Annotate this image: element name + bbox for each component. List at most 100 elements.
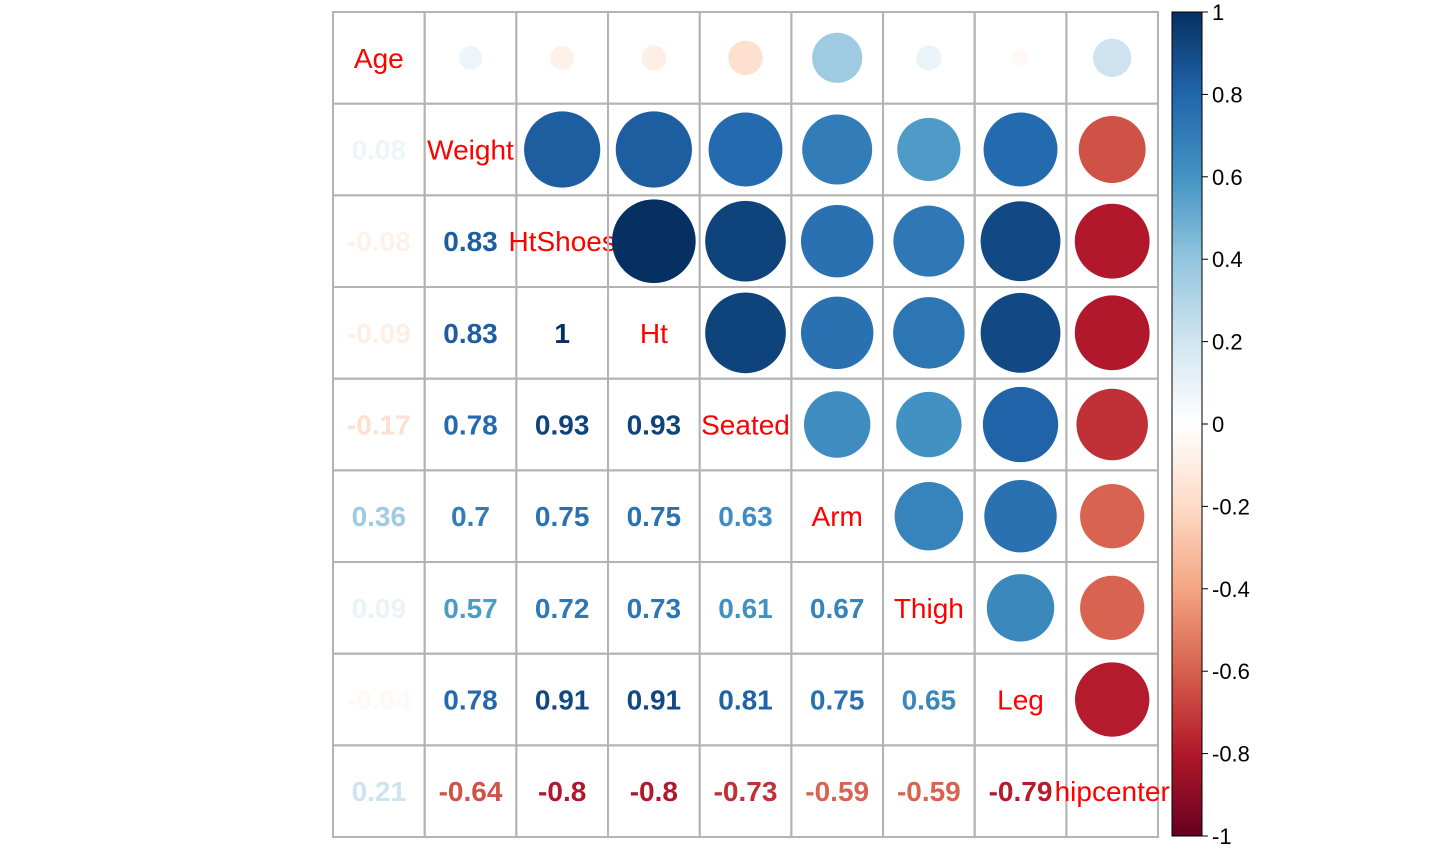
correlation-value: 0.83 <box>443 226 498 257</box>
color-scale-bar <box>1171 11 1203 837</box>
correlation-value: 0.72 <box>535 593 590 624</box>
correlation-circle <box>983 112 1058 187</box>
correlation-circle <box>893 205 965 277</box>
correlation-value: -0.59 <box>805 776 869 807</box>
variable-label: Arm <box>812 501 863 532</box>
correlation-value: 0.75 <box>535 501 590 532</box>
correlation-value: -0.04 <box>347 685 411 716</box>
cell-ht-htshoes: 1 <box>515 286 610 380</box>
cell-hipcenter-htshoes: -0.8 <box>515 744 610 839</box>
correlation-circle <box>896 391 962 458</box>
cell-hipcenter-hipcenter: hipcenter <box>1055 744 1170 839</box>
cell-seated-leg <box>973 377 1068 472</box>
cell-arm-ht: 0.75 <box>607 469 701 564</box>
cell-htshoes-age: -0.08 <box>332 194 426 289</box>
cell-htshoes-arm <box>790 194 885 289</box>
correlation-value: -0.73 <box>714 776 778 807</box>
cell-weight-weight: Weight <box>423 102 518 197</box>
correlation-circle <box>1076 388 1148 461</box>
correlation-circle <box>897 117 961 182</box>
correlation-circle <box>612 199 696 284</box>
cell-htshoes-ht <box>607 194 701 289</box>
correlation-value: 0.83 <box>443 318 498 349</box>
cell-weight-thigh <box>882 102 976 197</box>
variable-label: Leg <box>997 685 1044 716</box>
tick-label: -1 <box>1212 824 1232 849</box>
correlation-value: 0.21 <box>352 776 407 807</box>
color-scale-tick: -0.6 <box>1202 659 1250 684</box>
correlation-value: -0.79 <box>989 776 1053 807</box>
cell-thigh-leg <box>973 561 1068 655</box>
cell-thigh-htshoes: 0.72 <box>515 561 610 655</box>
color-scale-tick: 0.8 <box>1202 82 1243 107</box>
tick-label: 0.8 <box>1212 82 1243 107</box>
cell-htshoes-hipcenter <box>1065 194 1160 289</box>
color-scale-tick: -1 <box>1202 824 1232 849</box>
cell-age-thigh <box>882 11 976 105</box>
correlation-circle <box>980 201 1061 282</box>
correlation-circle <box>802 114 873 185</box>
correlation-value: 1 <box>554 318 570 349</box>
tick-label: -0.8 <box>1212 742 1250 767</box>
color-scale-tick: -0.2 <box>1202 494 1250 519</box>
correlation-circle <box>980 292 1061 373</box>
cell-weight-arm <box>790 102 885 197</box>
correlation-value: 0.63 <box>718 501 773 532</box>
tick-label: 0.6 <box>1212 165 1243 190</box>
cell-ht-hipcenter <box>1065 286 1160 380</box>
color-scale-tick: 1 <box>1202 0 1224 25</box>
correlation-circle <box>916 45 942 71</box>
variable-label: hipcenter <box>1055 776 1170 807</box>
correlation-value: 0.75 <box>627 501 682 532</box>
correlation-circle <box>615 111 692 188</box>
correlation-value: 0.08 <box>352 135 407 166</box>
cell-hipcenter-leg: -0.79 <box>973 744 1068 839</box>
cell-leg-htshoes: 0.91 <box>515 652 610 747</box>
cell-htshoes-htshoes: HtShoes <box>508 194 616 289</box>
color-scale-tick: -0.8 <box>1202 742 1250 767</box>
cell-thigh-arm: 0.67 <box>790 561 885 655</box>
cell-age-weight <box>423 11 518 105</box>
cell-arm-hipcenter <box>1065 469 1160 564</box>
correlation-circle <box>894 481 964 551</box>
cell-ht-thigh <box>882 286 976 380</box>
color-legend: -1 -0.8 -0.6 -0.4 -0.2 0 0.2 0.4 0.6 0.8 1 <box>1171 0 1250 849</box>
correlation-value: -0.08 <box>347 226 411 257</box>
cell-htshoes-leg <box>973 194 1068 289</box>
correlation-circle <box>1075 662 1150 737</box>
cell-seated-htshoes: 0.93 <box>515 377 610 472</box>
correlation-circle <box>708 112 783 187</box>
cell-leg-age: -0.04 <box>332 652 426 747</box>
correlation-circle <box>982 386 1059 463</box>
variable-label: Weight <box>427 135 514 166</box>
cell-leg-leg: Leg <box>973 652 1068 747</box>
correlation-circle <box>728 40 763 76</box>
cell-ht-seated <box>698 286 793 380</box>
cell-seated-hipcenter <box>1065 377 1160 472</box>
correlation-value: 0.67 <box>810 593 865 624</box>
correlation-circle <box>1080 484 1145 549</box>
cell-htshoes-thigh <box>882 194 976 289</box>
correlation-circle <box>812 32 863 83</box>
correlation-circle <box>705 292 786 374</box>
cell-weight-leg <box>973 102 1068 197</box>
cell-ht-ht: Ht <box>607 286 701 380</box>
cell-weight-hipcenter <box>1065 102 1160 197</box>
correlation-circle <box>893 297 965 369</box>
correlation-circle <box>986 574 1055 642</box>
tick-label: 0.2 <box>1212 330 1243 355</box>
color-scale-tick: 0 <box>1202 412 1224 437</box>
correlation-value: 0.36 <box>352 501 407 532</box>
cell-arm-leg <box>973 469 1068 564</box>
correlation-circle <box>705 200 786 282</box>
cell-leg-arm: 0.75 <box>790 652 885 747</box>
cell-ht-arm <box>790 286 885 380</box>
cell-thigh-ht: 0.73 <box>607 561 701 655</box>
correlation-value: -0.8 <box>538 776 586 807</box>
cell-age-hipcenter <box>1065 11 1160 105</box>
cell-seated-seated: Seated <box>698 377 793 472</box>
correlation-value: 0.09 <box>352 593 407 624</box>
correlation-circle <box>1078 116 1146 183</box>
correlation-circle <box>1012 49 1029 67</box>
